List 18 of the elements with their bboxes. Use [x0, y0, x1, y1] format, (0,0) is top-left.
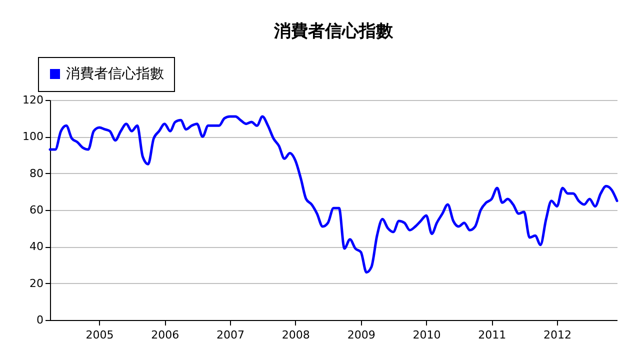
y-tick-label: 80 [30, 166, 44, 180]
x-tick-label: 2012 [544, 328, 572, 342]
x-tick-label: 2007 [216, 328, 244, 342]
x-tick-label: 2008 [282, 328, 310, 342]
y-tick-label: 120 [22, 94, 44, 106]
x-tick-label: 2011 [478, 328, 506, 342]
x-tick-label: 2009 [347, 328, 376, 342]
y-tick-label: 60 [30, 204, 44, 216]
chart-title: 消費者信心指數 [273, 22, 394, 42]
x-tick-label: 2006 [151, 328, 180, 342]
legend-label: 消費者信心指數 [66, 66, 164, 82]
x-tick-label: 2005 [86, 328, 114, 342]
y-tick-label: 0 [36, 314, 44, 326]
y-tick-label: 20 [30, 276, 44, 290]
line-series [48, 115, 618, 274]
x-tick-label: 2010 [412, 328, 441, 342]
y-tick-label: 100 [22, 130, 44, 144]
y-tick-label: 40 [30, 240, 44, 254]
